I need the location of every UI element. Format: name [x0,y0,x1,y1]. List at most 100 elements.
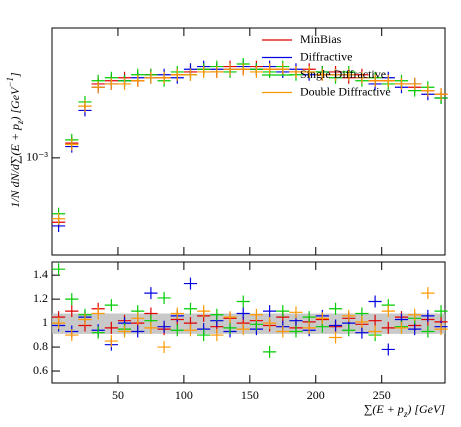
data-point [368,314,382,327]
data-point [183,277,198,290]
data-point [197,329,211,342]
data-point [210,308,224,321]
y-axis-label: 1/N dN/d∑(E + pz) [GeV−1] [5,72,25,208]
data-point [52,263,66,276]
legend-label: Single Diffractive [300,67,386,81]
y-tick-label: 1.2 [33,291,48,305]
data-point [65,293,79,306]
data-point [223,321,237,334]
data-point [91,326,105,339]
data-point [408,323,422,336]
y-tick-label: 0.6 [33,363,48,377]
x-tick-label: 150 [241,388,259,402]
data-point [368,295,382,308]
data-point [117,77,132,90]
data-point [210,65,224,78]
data-point [342,309,356,322]
data-point [328,319,343,332]
data-point [157,320,171,333]
data-point [381,321,395,334]
data-point [183,302,198,315]
y-tick-label: 1.4 [33,267,48,281]
x-tick-label: 100 [175,388,193,402]
data-point [355,326,369,339]
data-point [394,77,409,90]
data-point [289,325,303,338]
x-label-text: ∑(E + p [364,402,404,416]
data-point [104,321,118,334]
data-point [328,302,343,315]
data-point [210,329,224,342]
y-tick-label: 1 [42,315,48,329]
legend-label: Double Diffractive [300,84,391,98]
data-point [434,323,448,336]
data-point [342,324,356,337]
data-point [408,308,422,321]
data-point [104,77,118,90]
data-point [197,65,211,78]
data-point [52,317,66,330]
data-point [289,65,303,78]
data-point [170,324,184,337]
y-tick-label: 10⁻³ [26,150,48,164]
data-point [65,138,79,151]
data-point [197,305,211,318]
data-point [302,321,316,334]
data-point [170,68,184,81]
data-point [394,321,409,334]
data-point [302,65,316,78]
main-frame [51,27,446,256]
data-point [236,63,250,76]
data-point [276,305,290,318]
data-point [131,312,145,325]
data-point [183,68,198,81]
data-point [434,88,448,101]
data-point [131,74,145,87]
data-point [263,317,277,330]
data-point [342,68,356,81]
data-point [328,331,343,344]
data-point [144,321,158,334]
data-point [381,74,395,87]
data-point [91,307,105,320]
data-point [302,311,316,324]
data-point [223,63,237,76]
data-point [65,329,79,342]
data-point [91,81,105,94]
data-point [434,305,448,318]
data-point [157,71,171,84]
x-axis-label: ∑(E + pz) [GeV] [364,402,445,419]
data-point [65,305,79,318]
data-point [368,325,382,338]
data-point [183,324,198,337]
data-point [131,325,145,338]
data-point [408,77,422,90]
data-point [170,307,184,320]
data-point [249,65,264,78]
data-point [276,63,290,76]
data-point [263,345,277,358]
x-tick-label: 50 [112,388,124,402]
data-point [381,305,395,318]
data-point [157,291,171,304]
y-label-end: ] [8,72,22,78]
y-label-text: 1/N dN/d∑(E + p [8,124,22,208]
data-point [157,341,171,354]
y-label-unit: ) [GeV [8,86,22,122]
data-point [421,84,435,97]
data-point [289,306,303,319]
y-label-sub: z [15,120,25,125]
x-label-unit: ) [GeV] [406,402,445,416]
data-point [236,323,250,336]
data-point [78,100,92,113]
y-label-sup: −1 [5,77,15,88]
x-label-sub: z [403,409,408,419]
data-point [355,71,369,84]
data-point [78,313,92,326]
data-point [223,311,237,324]
data-point [104,335,118,348]
y-tick-label: 0.8 [33,339,48,353]
data-point [381,343,395,356]
data-point [263,63,277,76]
